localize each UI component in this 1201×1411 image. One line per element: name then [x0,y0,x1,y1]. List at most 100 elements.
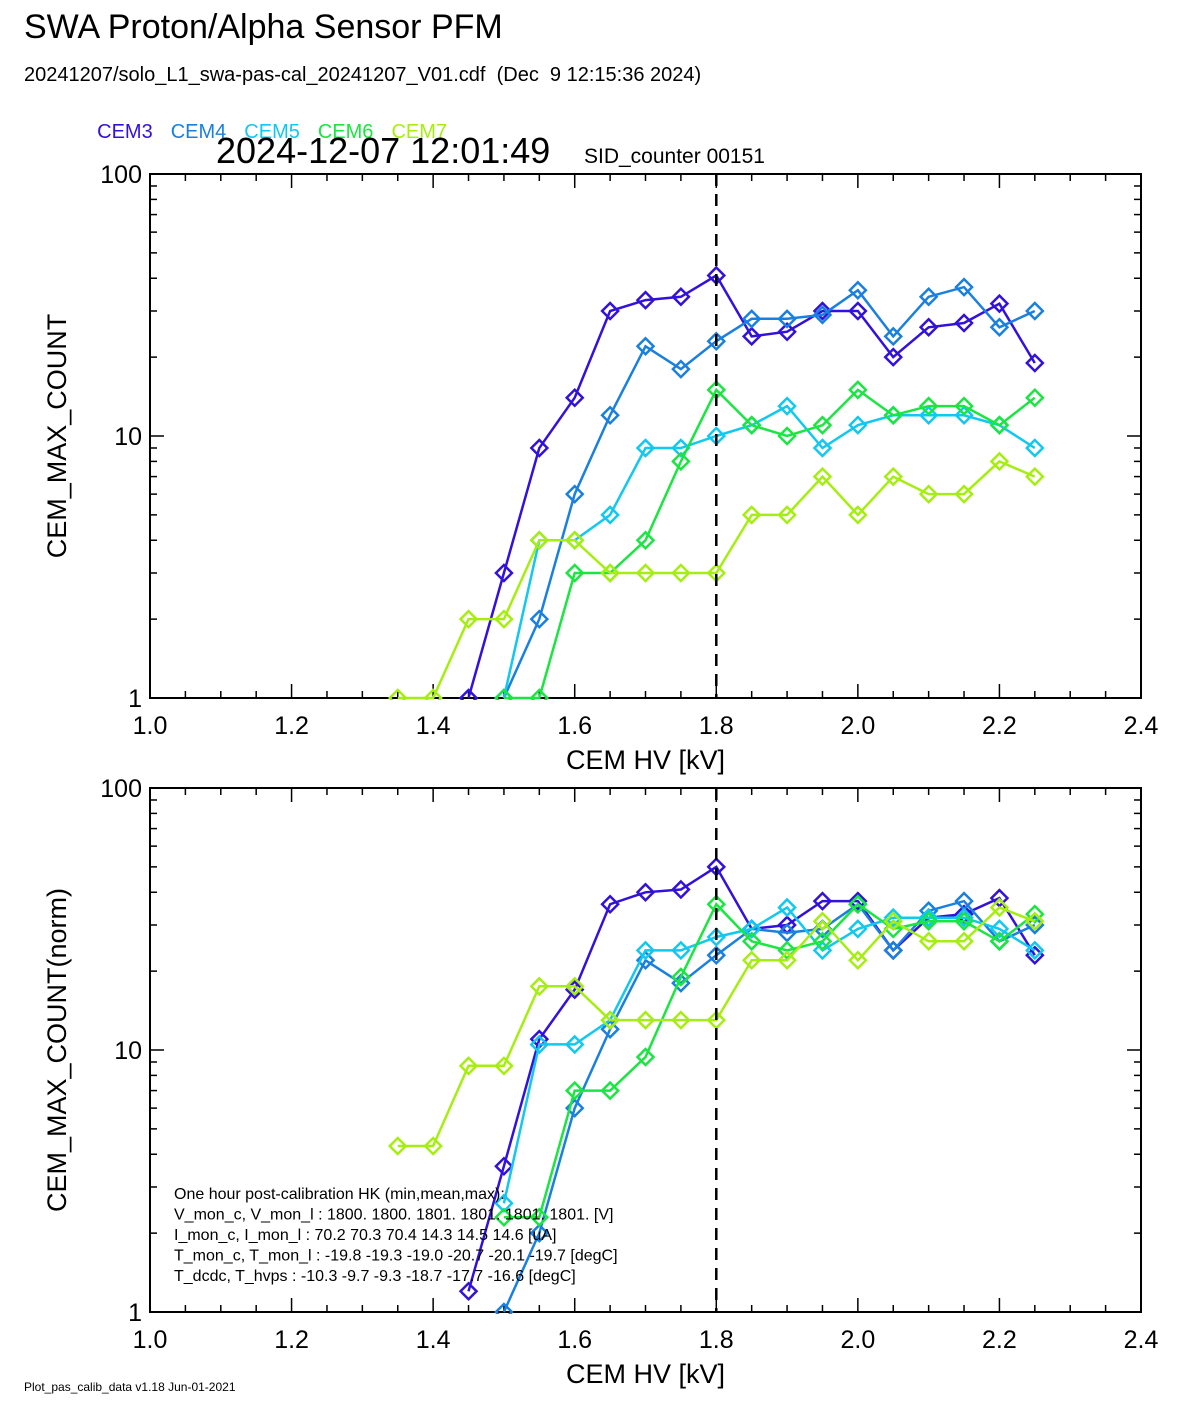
page-title: SWA Proton/Alpha Sensor PFM [24,8,503,46]
data-point-cem4 [989,317,1010,338]
data-point-cem3 [812,891,833,911]
data-point-cem4 [954,277,974,297]
data-point-cem5 [777,396,797,416]
data-point-cem4 [918,286,939,307]
x-tick-label: 1.6 [557,712,592,740]
legend-item-cem4: CEM4 [170,121,227,143]
data-point-cem7 [918,484,939,504]
data-point-cem6 [1025,904,1045,924]
data-point-cem3 [989,888,1010,908]
series-line-cem6 [503,387,1036,700]
data-point-cem4 [883,326,904,347]
series-line-cem7 [397,459,1036,700]
data-point-cem5 [848,919,868,939]
x-tick-label: 1.2 [274,712,309,740]
series-line-cem4 [502,899,1036,1313]
data-point-cem7 [387,1136,408,1156]
data-point-cem4 [671,359,691,379]
data-point-cem4 [635,950,656,971]
data-point-cem7 [812,911,833,932]
data-point-cem5 [564,1034,585,1055]
data-point-cem3 [741,326,762,347]
data-point-cem5 [671,438,691,458]
data-point-cem3 [600,301,620,321]
data-point-cem3 [600,894,620,915]
data-point-cem5 [529,1034,550,1055]
y-tick-label: 10 [114,1037,142,1065]
data-point-cem5 [1025,438,1045,458]
y-tick-label: 100 [100,775,142,803]
data-point-cem5 [954,405,974,426]
x-axis-label: CEM HV [kV] [566,745,725,775]
data-point-cem3 [635,290,656,310]
data-point-cem5 [848,415,868,435]
data-point-cem4 [494,1302,514,1314]
data-point-cem7 [812,466,833,487]
series-line-cem3 [467,273,1036,699]
data-point-cem7 [387,688,408,700]
data-point-cem7 [954,931,974,952]
x-tick-label: 1.6 [557,1326,592,1354]
data-point-cem7 [635,1010,656,1030]
hk-line: V_mon_c, V_mon_l : 1800. 1800. 1801. 180… [174,1207,613,1224]
data-point-cem5 [635,940,656,961]
data-point-cem7 [741,950,762,971]
data-point-cem4 [529,1223,550,1243]
data-point-cem3 [494,1156,514,1177]
data-point-cem7 [494,1056,514,1076]
x-axis-label: CEM HV [kV] [566,1359,725,1389]
x-tick-label: 1.8 [699,1326,734,1354]
data-point-cem6 [600,1080,620,1101]
data-point-cem7 [1025,911,1045,932]
y-axis-label: CEM_MAX_COUNT [42,314,72,559]
data-point-cem3 [1025,353,1045,373]
data-point-cem6 [671,451,691,472]
data-point-cem6 [741,415,762,435]
data-point-cem7 [423,688,443,700]
data-point-cem6 [812,931,833,952]
data-point-cem6 [635,1047,656,1067]
chart-1: 1.0 1.2 1.4 1.6 1.8 2.0 2.2 2.4 1 10 100 CEM HV [kV… [42,161,1158,775]
plot-frame [149,173,1142,699]
data-point-cem7 [458,1056,479,1076]
timestamp: 2024-12-07 12:01:49 [216,130,551,171]
x-tick-label: 2.4 [1124,712,1159,740]
data-point-cem4 [812,305,833,325]
data-point-cem7 [918,931,939,952]
data-point-cem5 [989,919,1010,939]
y-axis-label: CEM_MAX_COUNT(norm) [42,888,72,1212]
y-tick-label: 100 [100,161,142,189]
data-point-cem3 [812,301,833,321]
x-tick-label: 2.0 [840,712,875,740]
data-point-cem6 [494,1207,514,1227]
data-point-cem4 [706,331,727,351]
data-point-cem4 [706,945,727,965]
data-point-cem3 [671,286,691,307]
x-tick-label: 2.2 [982,1326,1017,1354]
data-point-cem6 [777,940,797,961]
data-point-cem7 [671,563,691,583]
sid-counter: SID_counter 00151 [584,145,765,168]
hk-line: One hour post-calibration HK (min,mean,m… [174,1186,505,1203]
data-point-cem6 [564,1080,585,1101]
data-point-cem5 [1025,940,1045,961]
data-point-cem4 [600,1019,620,1040]
legend-item-cem3: CEM3 [97,121,153,143]
data-point-cem3 [883,347,904,367]
data-point-cem4 [883,940,904,961]
data-point-cem7 [671,1010,691,1030]
x-tick-label: 2.4 [1124,1326,1159,1354]
data-point-cem3 [918,317,939,338]
data-point-cem6 [954,911,974,932]
data-point-cem6 [954,396,974,416]
data-point-cem7 [564,530,585,551]
data-point-cem6 [671,967,691,987]
x-tick-label: 1.0 [133,1326,168,1354]
data-point-cem5 [494,1193,514,1214]
x-tick-label: 1.4 [416,712,451,740]
data-point-cem6 [848,380,868,400]
series-line-cem7 [397,906,1036,1148]
data-point-cem3 [671,879,691,900]
data-point-cem4 [848,280,868,301]
